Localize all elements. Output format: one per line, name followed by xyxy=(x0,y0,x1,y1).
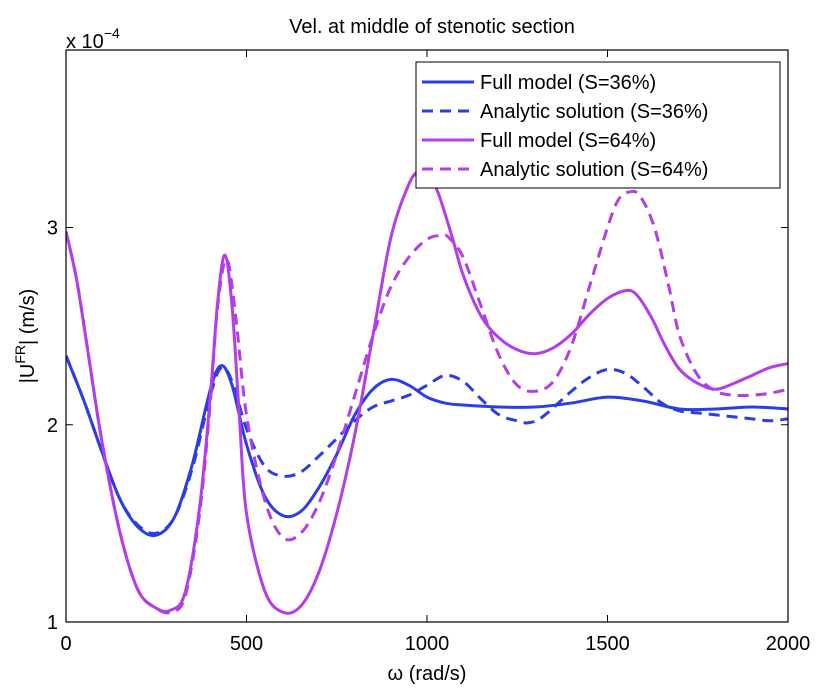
y-axis-label-main: |U xyxy=(17,364,39,384)
y-axis-label-superscript: FR xyxy=(12,345,28,364)
y-axis-label: |UFR| (m/s) xyxy=(12,289,39,384)
legend-label-4: Analytic solution (S=64%) xyxy=(480,159,708,181)
y-tick-label: 3 xyxy=(47,218,58,240)
x-tick-label: 500 xyxy=(230,633,263,655)
x-tick-label: 1500 xyxy=(585,633,630,655)
x-axis-label: ω (rad/s) xyxy=(388,663,467,685)
legend: Full model (S=36%) Analytic solution (S=3… xyxy=(415,61,781,189)
series-layer xyxy=(66,167,788,615)
legend-label-3: Full model (S=64%) xyxy=(480,130,656,152)
series-line-1 xyxy=(66,355,788,538)
legend-box xyxy=(415,61,781,189)
legend-label-1: Full model (S=36%) xyxy=(480,72,656,94)
x-tick-label: 0 xyxy=(60,633,71,655)
legend-label-2: Analytic solution (S=36%) xyxy=(480,101,708,123)
x-tick-label: 1000 xyxy=(405,633,450,655)
y-multiplier-exponent: −4 xyxy=(104,25,120,41)
y-tick-label: 2 xyxy=(47,415,58,437)
y-tick-label: 1 xyxy=(47,612,58,634)
series-line-4 xyxy=(66,189,788,615)
y-multiplier: x 10−4 xyxy=(66,25,120,53)
chart-title: Vel. at middle of stenotic section xyxy=(289,16,575,38)
tick-labels-layer: 0 500 1000 1500 2000 1 2 3 xyxy=(47,218,810,655)
y-multiplier-base: x 10 xyxy=(66,31,104,53)
series-line-2 xyxy=(66,355,788,536)
ticks-layer xyxy=(65,50,789,623)
y-axis-label-tail: | (m/s) xyxy=(17,289,39,345)
series-line-3 xyxy=(66,167,788,615)
x-tick-label: 2000 xyxy=(766,633,811,655)
